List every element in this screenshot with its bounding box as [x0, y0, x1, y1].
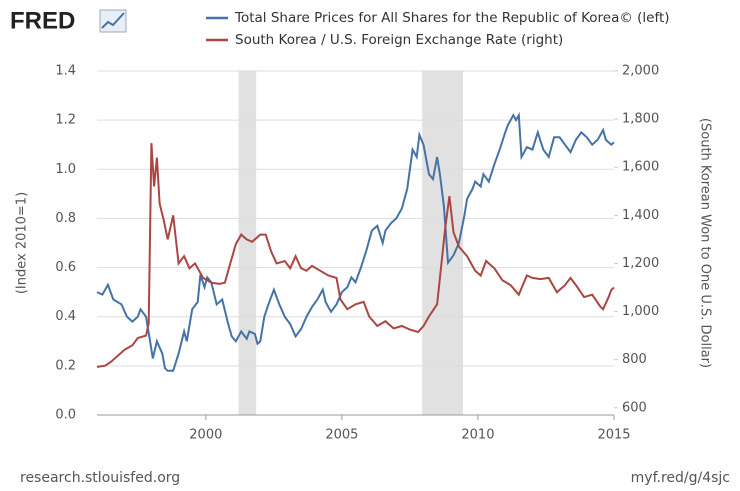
- logo-icon: [99, 9, 127, 33]
- x-tick-label: 2000: [189, 428, 222, 443]
- y2-tick-label: 800: [622, 352, 647, 367]
- y-tick-label: 1.2: [55, 113, 76, 128]
- y2-axis-label: (South Korean Won to One U.S. Dollar): [698, 118, 713, 368]
- legend-label: South Korea / U.S. Foreign Exchange Rate…: [235, 32, 563, 48]
- source: research.stlouisfed.org: [20, 470, 180, 486]
- legend-label: Total Share Prices for All Shares for th…: [234, 10, 670, 26]
- y-tick-label: 0.4: [55, 309, 76, 324]
- y2-tick-label: 1,400: [622, 208, 659, 223]
- logo: FRED: [10, 7, 75, 34]
- y2-tick-label: 1,800: [622, 112, 659, 127]
- y-tick-label: 0.8: [55, 211, 76, 226]
- link: myf.red/g/4sjc: [631, 470, 730, 486]
- y2-tick-label: 2,000: [622, 64, 659, 79]
- y-tick-label: 0.2: [55, 358, 76, 373]
- y-tick-label: 0.6: [55, 260, 76, 275]
- y-axis-label: (Index 2010=1): [15, 192, 30, 294]
- recession-band: [238, 71, 257, 415]
- y-tick-label: 1.4: [55, 64, 76, 79]
- recession-band: [422, 71, 463, 415]
- x-tick-label: 2015: [597, 428, 630, 443]
- series-line: [96, 143, 615, 368]
- y2-tick-label: 1,200: [622, 256, 659, 271]
- y2-tick-label: 1,600: [622, 160, 659, 175]
- x-tick-label: 2010: [461, 428, 494, 443]
- y2-tick-label: 600: [622, 400, 647, 415]
- x-tick-label: 2005: [325, 428, 358, 443]
- series-line: [96, 111, 615, 372]
- y-tick-label: 1.0: [55, 162, 76, 177]
- y-tick-label: 0.0: [55, 408, 76, 423]
- y2-tick-label: 1,000: [622, 304, 659, 319]
